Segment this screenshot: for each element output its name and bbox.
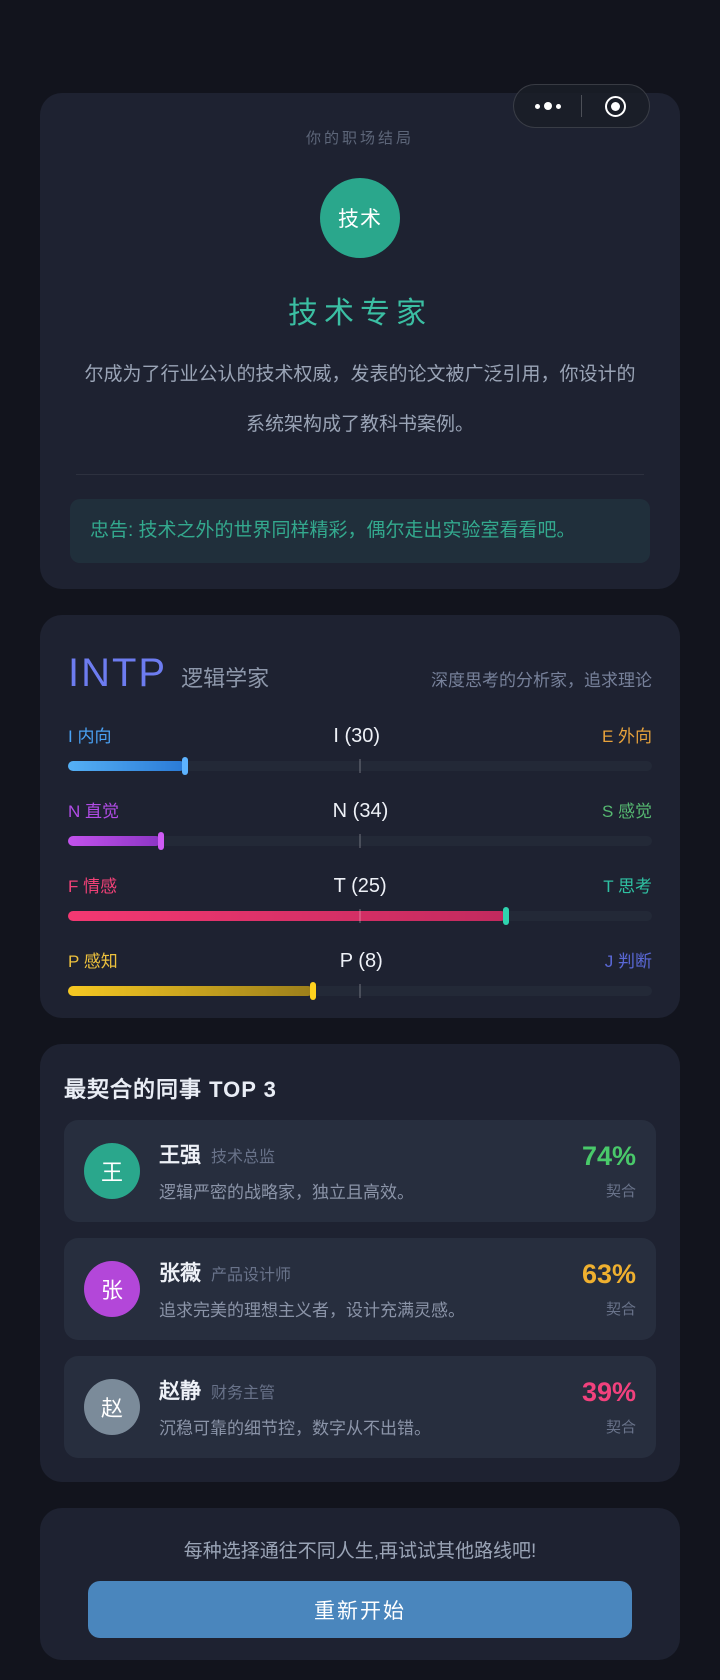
match-percent: 63% <box>581 1259 636 1290</box>
more-button[interactable] <box>514 85 581 127</box>
trait-bar-fill <box>68 836 162 847</box>
trait-score: P (8) <box>339 950 383 973</box>
colleague-name: 张薇 <box>159 1262 201 1286</box>
match-label: 契合 <box>605 1419 636 1437</box>
match-percent: 39% <box>581 1377 636 1408</box>
result-title: 技术专家 <box>288 297 432 330</box>
avatar: 王 <box>84 1143 140 1200</box>
trait-row: N 直觉 N (34) S 感觉 <box>68 797 652 851</box>
trait-bar-thumb <box>310 982 317 1001</box>
trait-score: I (30) <box>333 725 381 748</box>
miniprogram-capsule <box>513 84 650 128</box>
trait-bar-thumb <box>158 832 165 851</box>
trait-score: T (25) <box>333 875 387 898</box>
colleague-item: 张 张薇 产品设计师 追求完美的理想主义者，设计充满灵感。 63% 契合 <box>64 1238 656 1341</box>
colleague-name: 王强 <box>159 1144 201 1168</box>
trait-right-label: E 外向 <box>601 727 652 747</box>
match-label: 契合 <box>605 1183 636 1201</box>
capsule-target-icon <box>605 95 626 117</box>
trait-right-label: J 判断 <box>604 952 652 972</box>
trait-bar-center-tick <box>359 759 361 774</box>
mbti-header: INTP 逻辑学家 深度思考的分析家，追求理论 <box>68 651 652 696</box>
result-header: 你的职场结局 <box>305 130 414 147</box>
trait-bar-fill <box>68 761 185 772</box>
trait-bar-thumb <box>503 907 509 926</box>
trait-bar-thumb <box>181 757 188 776</box>
mbti-code: INTP <box>68 651 168 696</box>
career-result-card: 你的职场结局 技术 技术专家 尔成为了行业公认的技术权威，发表的论文被广泛引用，… <box>40 93 680 590</box>
trait-left-label: I 内向 <box>68 727 112 747</box>
colleague-desc: 逻辑严密的战略家，独立且高效。 <box>159 1183 414 1203</box>
colleague-name: 赵静 <box>159 1380 201 1404</box>
match-label: 契合 <box>605 1301 636 1319</box>
trait-right-label: T 思考 <box>603 877 652 897</box>
match-percent: 74% <box>581 1141 636 1172</box>
trait-right-label: S 感觉 <box>601 802 652 822</box>
colleague-role: 产品设计师 <box>211 1267 292 1285</box>
colleagues-card: 最契合的同事 TOP 3 王 王强 技术总监 逻辑严密的战略家，独立且高效。 7… <box>40 1044 680 1483</box>
divider <box>76 474 644 475</box>
trait-left-label: N 直觉 <box>68 802 119 822</box>
restart-card: 每种选择通往不同人生,再试试其他路线吧! 重新开始 <box>40 1508 680 1661</box>
trait-bar-track <box>68 832 652 851</box>
trait-bar-fill <box>68 911 506 922</box>
trait-bar-center-tick <box>359 909 361 924</box>
trait-bar-center-tick <box>359 984 361 999</box>
avatar: 赵 <box>84 1379 140 1436</box>
trait-bar-track <box>68 907 652 926</box>
colleague-role: 财务主管 <box>211 1385 276 1403</box>
colleague-desc: 沉稳可靠的细节控，数字从不出错。 <box>159 1419 431 1439</box>
mbti-name: 逻辑学家 <box>181 666 270 692</box>
trait-score: N (34) <box>332 800 389 823</box>
restart-button[interactable]: 重新开始 <box>88 1581 632 1639</box>
trait-bar-track <box>68 982 652 1001</box>
trait-row: I 内向 I (30) E 外向 <box>68 722 652 776</box>
colleague-item: 王 王强 技术总监 逻辑严密的战略家，独立且高效。 74% 契合 <box>64 1120 656 1223</box>
colleagues-heading: 最契合的同事 TOP 3 <box>64 1077 277 1103</box>
capsule-divider <box>581 95 582 117</box>
trait-bar-fill <box>68 986 314 997</box>
result-description: 尔成为了行业公认的技术权威，发表的论文被广泛引用，你设计的系统架构成了教科书案例… <box>84 364 636 435</box>
trait-bar-track <box>68 757 652 776</box>
colleague-role: 技术总监 <box>211 1149 276 1167</box>
mbti-summary: 深度思考的分析家，追求理论 <box>431 671 652 691</box>
trait-row: P 感知 P (8) J 判断 <box>68 947 652 1001</box>
avatar: 张 <box>84 1261 140 1318</box>
close-minimize-button[interactable] <box>582 85 649 127</box>
trait-left-label: P 感知 <box>68 952 118 972</box>
mbti-card: INTP 逻辑学家 深度思考的分析家，追求理论 I 内向 I (30) E 外向… <box>40 615 680 1019</box>
advice-box: 忠告: 技术之外的世界同样精彩，偶尔走出实验室看看吧。 <box>70 499 650 564</box>
trait-row: F 情感 T (25) T 思考 <box>68 872 652 926</box>
trait-bar-center-tick <box>359 834 361 849</box>
colleague-item: 赵 赵静 财务主管 沉稳可靠的细节控，数字从不出错。 39% 契合 <box>64 1356 656 1459</box>
footer-hint: 每种选择通往不同人生,再试试其他路线吧! <box>183 1541 537 1563</box>
colleague-desc: 追求完美的理想主义者，设计充满灵感。 <box>159 1301 465 1321</box>
trait-left-label: F 情感 <box>68 877 118 897</box>
more-dots-icon <box>534 102 561 110</box>
career-badge: 技术 <box>320 178 400 258</box>
